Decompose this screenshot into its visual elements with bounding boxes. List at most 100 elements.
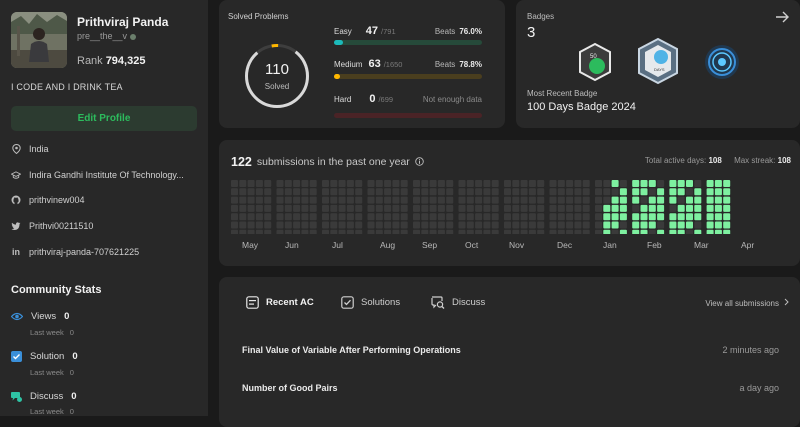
heatmap-cell [491, 196, 499, 204]
heatmap-cell [255, 204, 263, 212]
heatmap-cell [686, 229, 693, 234]
max-streak-label: Max streak: [734, 156, 776, 165]
heatmap-cell [231, 221, 238, 229]
easy-progress-fill [334, 40, 343, 45]
heatmap-cell [686, 213, 693, 221]
month-label: Feb [647, 240, 662, 250]
heatmap-cell [293, 213, 301, 221]
heatmap-cell [429, 180, 437, 187]
heatmap-cell [549, 221, 557, 229]
view-all-submissions-link[interactable]: View all submissions [705, 298, 789, 308]
heatmap-cell [293, 180, 301, 187]
profile-name: Prithviraj Panda [77, 15, 169, 29]
heatmap-cell [309, 180, 317, 187]
month-label: Aug [380, 240, 396, 250]
heatmap-cell [330, 180, 338, 187]
tab-recent-ac-label: Recent AC [266, 297, 314, 308]
heatmap-cell [255, 180, 263, 187]
heatmap-cell [557, 213, 565, 221]
submission-title[interactable]: Final Value of Variable After Performing… [242, 345, 461, 355]
heatmap-cell [338, 188, 346, 196]
solved-total: 110 [265, 61, 289, 78]
heatmap-cell [640, 221, 648, 229]
heatmap-cell [255, 188, 263, 196]
badge-50-days-icon[interactable]: 50 [576, 42, 614, 87]
linkedin-link[interactable]: prithviraj-panda-707621225 [29, 247, 140, 257]
heatmap-cell [619, 196, 627, 204]
easy-beats: 76.0% [459, 27, 482, 36]
tab-solutions[interactable]: Solutions [341, 296, 400, 309]
discuss-label: Discuss [30, 391, 64, 402]
heatmap-cell [276, 229, 284, 234]
badges-title: Badges [527, 12, 555, 21]
heatmap-cell [483, 213, 491, 221]
username-badge-icon [129, 33, 136, 40]
heatmap-cell [528, 204, 536, 212]
heatmap-cell [714, 221, 722, 229]
heatmap-cell [520, 180, 528, 187]
calendar-stats: Total active days: 108 Max streak: 108 [645, 156, 791, 165]
month-label: Sep [422, 240, 438, 250]
rank-label: Rank [77, 55, 103, 67]
heatmap-cell [231, 213, 238, 221]
heatmap-cell [239, 180, 247, 187]
badge-100-days-icon[interactable]: DAYS [635, 37, 681, 90]
heatmap-cell [566, 204, 574, 212]
heatmap-cell [640, 213, 648, 221]
heatmap-cell [284, 213, 292, 221]
tab-recent-ac[interactable]: Recent AC [246, 296, 314, 309]
heatmap-cell [429, 188, 437, 196]
heatmap-cell [338, 229, 346, 234]
heatmap-cell [603, 221, 611, 229]
hard-count: 0 [369, 93, 376, 105]
submission-title[interactable]: Number of Good Pairs [242, 383, 338, 393]
heatmap-cell [375, 180, 383, 187]
heatmap-cell [611, 213, 619, 221]
heatmap-cell [330, 196, 338, 204]
heatmap-cell [384, 188, 392, 196]
heatmap-cell [574, 229, 582, 234]
twitter-link[interactable]: Prithvi00211510 [29, 221, 94, 231]
month-label: Jul [332, 240, 343, 250]
heatmap-cell [483, 204, 491, 212]
list-icon [246, 296, 259, 309]
solved-ring: 110 Solved [243, 42, 311, 110]
solution-value: 0 [72, 351, 78, 362]
heatmap-cell [537, 180, 545, 187]
heatmap-cell [400, 180, 408, 187]
heatmap-cell [595, 213, 602, 221]
heatmap-cell [557, 180, 565, 187]
heatmap-cell [255, 213, 263, 221]
heatmap-cell [657, 180, 665, 187]
month-label: Dec [557, 240, 573, 250]
heatmap-cell [504, 221, 511, 229]
solution-sub-value: 0 [69, 368, 74, 377]
heatmap-cell [338, 196, 346, 204]
rank-value: 794,325 [105, 55, 146, 67]
heatmap-cell [694, 213, 702, 221]
heatmap-cell [714, 213, 722, 221]
heatmap-cell [723, 229, 731, 234]
heatmap-cell [413, 196, 420, 204]
heatmap-cell [293, 204, 301, 212]
heatmap-cell [375, 188, 383, 196]
badge-annual-icon[interactable] [703, 43, 741, 86]
heatmap-cell [491, 204, 499, 212]
heatmap-cell [392, 229, 400, 234]
tab-discuss[interactable]: Discuss [431, 296, 485, 309]
heatmap-cell [528, 229, 536, 234]
heatmap-cell [491, 229, 499, 234]
heatmap-cell [466, 221, 474, 229]
edit-profile-button[interactable]: Edit Profile [11, 106, 197, 131]
school-text[interactable]: Indira Gandhi Institute Of Technology... [29, 170, 184, 180]
profile-bio: I CODE AND I DRINK TEA [11, 82, 123, 92]
github-link[interactable]: prithvinew004 [29, 195, 85, 205]
heatmap-cell [293, 221, 301, 229]
heatmap-cell [574, 204, 582, 212]
heatmap-cell [714, 229, 722, 234]
arrow-right-icon[interactable] [774, 9, 790, 30]
avatar[interactable] [11, 12, 67, 68]
heatmap-cell [694, 180, 702, 187]
heatmap-cell [301, 221, 309, 229]
info-icon[interactable] [415, 153, 424, 171]
